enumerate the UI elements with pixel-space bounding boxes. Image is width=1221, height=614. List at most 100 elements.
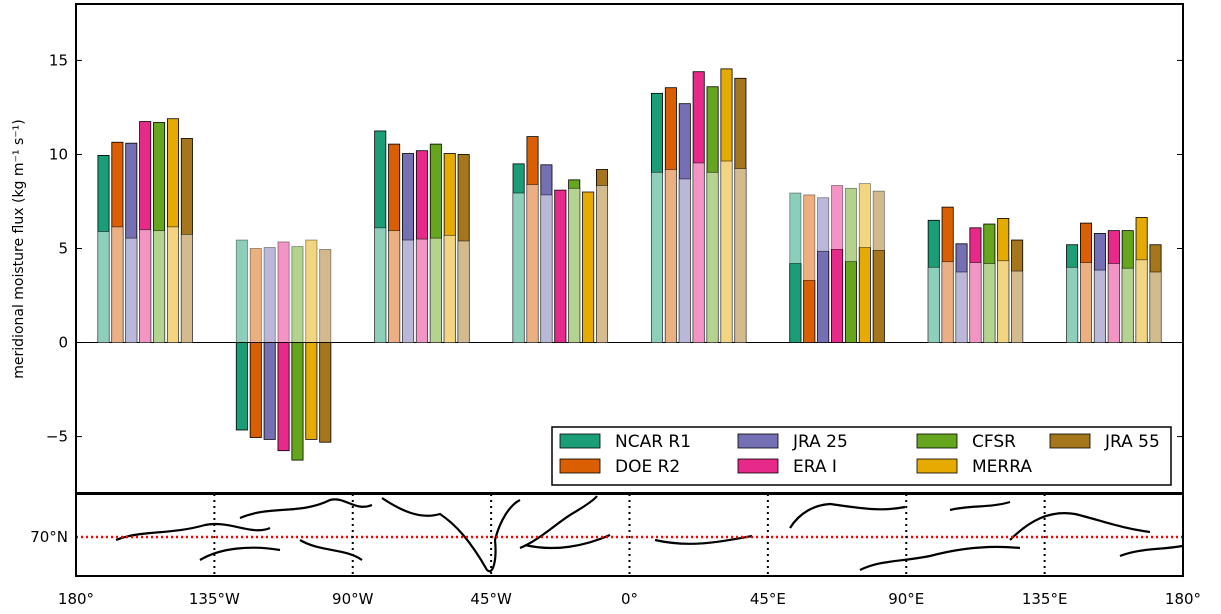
longitude-tick-label: 90°W (332, 590, 374, 608)
bar-reference (235, 239, 248, 343)
coastline (239, 498, 373, 520)
coastline (381, 497, 521, 573)
legend-label: JRA 25 (792, 432, 848, 452)
y-tick-label: 0 (58, 334, 68, 352)
bar-reference-overlay (1149, 272, 1162, 343)
longitude-tick-label: 135°W (189, 590, 240, 608)
y-tick-label: 10 (49, 145, 68, 163)
bar-reference-overlay (969, 262, 982, 343)
bar-reference-overlay (928, 267, 940, 343)
coastline (519, 495, 598, 550)
bar-reference-overlay (125, 238, 137, 343)
bar-reference (291, 246, 304, 343)
bar-reference-overlay (1136, 259, 1148, 343)
legend-swatch (559, 458, 601, 474)
bar-reference-overlay (526, 184, 539, 343)
longitude-tick-label: 0° (621, 590, 638, 608)
longitude-tick-label: 180° (1165, 590, 1201, 608)
bar-reference-overlay (596, 185, 608, 343)
coastline (859, 545, 1021, 571)
bar (263, 342, 276, 440)
coastline (789, 502, 906, 529)
bar-reference-overlay (568, 188, 580, 343)
legend-label: JRA 55 (1104, 432, 1160, 452)
bar-reference (319, 249, 332, 343)
bar-reference (858, 183, 871, 343)
legend-swatch (1049, 433, 1091, 449)
bar (249, 342, 262, 438)
bar-reference-overlay (402, 240, 414, 343)
bar-reference-overlay (1066, 267, 1078, 343)
map-frame (75, 493, 1184, 577)
bar-reference-overlay (942, 261, 954, 343)
bar-reference-overlay (955, 272, 968, 343)
legend-label: DOE R2 (615, 457, 680, 477)
bar (291, 342, 304, 461)
bar-reference-overlay (1080, 262, 1092, 343)
bar-reference-overlay (458, 240, 470, 343)
bar-plot-area: −5 0 5 10 15 (46, 3, 1184, 494)
bar-reference-overlay (1108, 263, 1120, 343)
bar-reference (554, 189, 567, 343)
latitude-label: 70°N (30, 528, 68, 546)
legend-swatch (916, 458, 958, 474)
coastline (1009, 512, 1151, 541)
legend-label: ERA I (793, 457, 837, 477)
bar-reference-overlay (388, 230, 400, 343)
coastline (299, 539, 363, 561)
coastline (199, 546, 281, 561)
bar-reference-overlay (111, 226, 123, 343)
bar-reference (582, 191, 595, 343)
bar-reference (277, 241, 290, 343)
bar-reference-overlay (1094, 270, 1106, 343)
bar-reference (803, 194, 816, 343)
bar-reference (249, 248, 262, 343)
bar-reference-overlay (444, 235, 456, 343)
bar (235, 342, 248, 431)
bar (319, 342, 332, 443)
bar-reference-overlay (374, 227, 386, 343)
bar-reference-overlay (720, 161, 733, 343)
legend-label: NCAR R1 (615, 432, 691, 452)
bar-reference (305, 239, 318, 343)
longitude-tick-label: 45°W (470, 590, 512, 608)
legend: NCAR R1 DOE R2 JRA 25 ERA I CFSR MERRA JRA 55 (551, 426, 1172, 486)
bar-reference-overlay (651, 172, 663, 343)
legend-swatch (916, 433, 958, 449)
bar-reference-overlay (416, 239, 428, 343)
bar-reference-overlay (167, 226, 179, 343)
bar-reference-overlay (540, 194, 553, 343)
bar-reference-overlay (679, 178, 691, 343)
bar-reference-overlay (665, 169, 677, 343)
bar (305, 342, 318, 440)
bar-reference-overlay (1122, 268, 1134, 343)
bar-reference-overlay (706, 172, 719, 343)
coastline (1119, 544, 1183, 558)
bar-reference-overlay (430, 238, 442, 343)
bar-reference-overlay (983, 263, 995, 343)
bar-reference-overlay (997, 260, 1009, 343)
y-tick-label: 15 (49, 51, 68, 69)
y-tick-label: 5 (58, 240, 68, 258)
longitude-tick-label: 90°E (888, 590, 924, 608)
bar-reference-overlay (513, 193, 525, 343)
bar (277, 342, 290, 452)
bar-reference (844, 187, 857, 343)
legend-swatch (737, 433, 779, 449)
y-axis-label: meridional moisture flux (kg m⁻¹ s⁻¹) (11, 119, 27, 378)
coastline (115, 522, 271, 542)
bar-reference (789, 192, 802, 343)
map-panel: 70°N 180° 135°W 90°W 45°W 0° 45°E 90°E 135°E 180° (30, 493, 1201, 608)
bar-reference-overlay (139, 229, 151, 343)
longitude-tick-label: 180° (58, 590, 94, 608)
bar-reference (872, 190, 885, 343)
legend-label: MERRA (972, 457, 1032, 477)
longitude-tick-label: 45°E (750, 590, 786, 608)
legend-swatch (559, 433, 601, 449)
bar-reference (263, 247, 276, 343)
legend-label: CFSR (972, 432, 1016, 452)
legend-box (551, 426, 1172, 486)
bar-reference-overlay (1011, 271, 1023, 343)
bar-reference-overlay (97, 231, 110, 343)
